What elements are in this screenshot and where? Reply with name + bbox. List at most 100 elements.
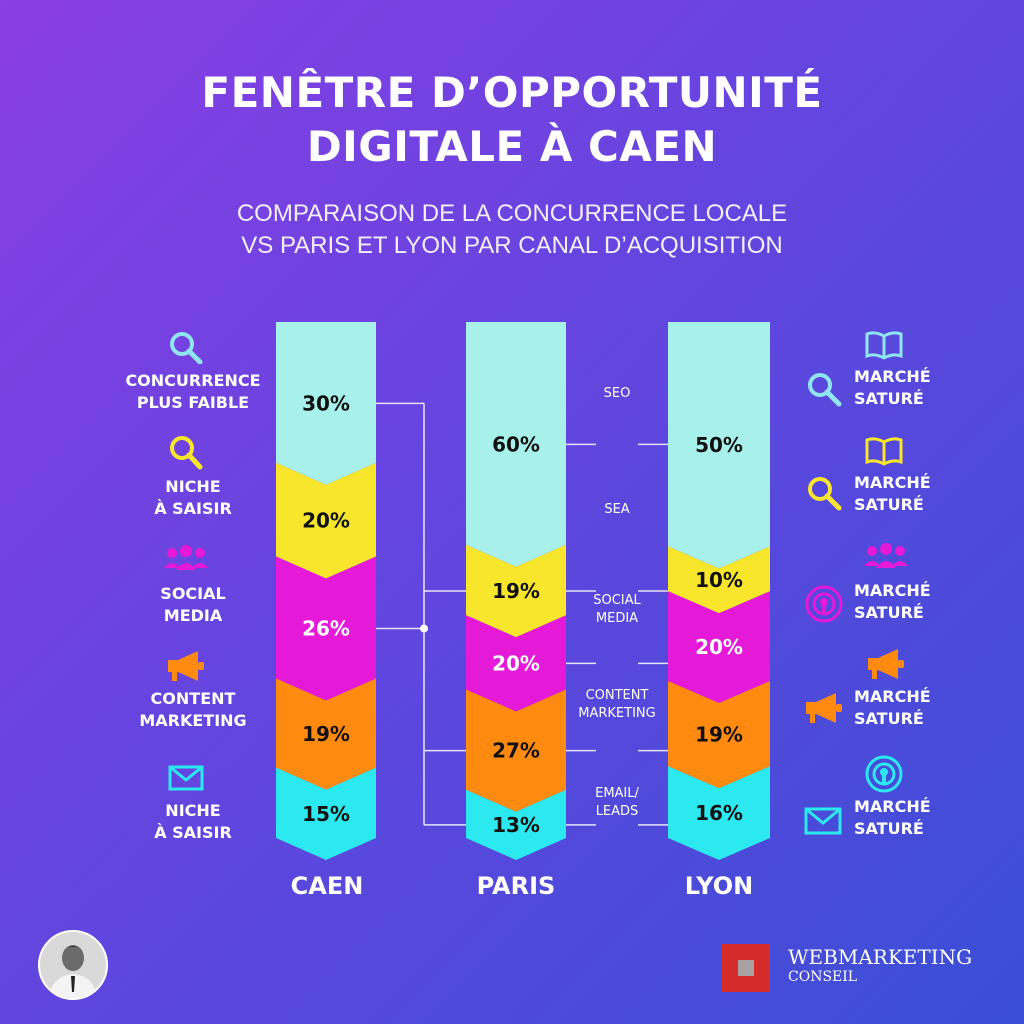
bar-segment-caen-email-leads: [276, 767, 376, 860]
brand-sub: CONSEIL: [788, 969, 858, 985]
right-annotation-sea: MARCHÉ SATURÉ: [854, 472, 964, 516]
brand-logo-mark: [722, 944, 770, 992]
channel-label-line: SEA: [604, 502, 630, 517]
channel-label-email: EMAIL/ LEADS: [567, 785, 667, 821]
annotation-line: NICHE: [165, 477, 221, 496]
annotation-line: SATURÉ: [854, 819, 924, 838]
bar-segment-paris-seo: [466, 322, 566, 567]
subtitle-line: COMPARAISON DE LA CONCURRENCE LOCALE: [236, 200, 788, 227]
value-label: 20%: [695, 635, 743, 659]
bar-segment-caen-sea: [276, 462, 376, 579]
subtitle-line: VS PARIS ET LYON PAR CANAL D’ACQUISITION: [241, 232, 783, 259]
megaphone-icon: [868, 649, 904, 679]
channel-label-line: CONTENT: [585, 688, 649, 703]
title-line: DIGITALE À CAEN: [306, 122, 718, 171]
value-label: 19%: [302, 722, 350, 746]
right-annotation-social: MARCHÉ SATURÉ: [854, 580, 964, 624]
channel-label-line: SEO: [603, 386, 631, 401]
channel-label-line: LEADS: [595, 804, 639, 819]
value-label: 10%: [695, 568, 743, 592]
value-label: 20%: [302, 509, 350, 533]
search-icon: [170, 436, 203, 470]
person-icon: [40, 932, 106, 998]
bar-segment-lyon-sea: [668, 546, 770, 614]
value-label: 13%: [492, 813, 540, 837]
city-label-paris: PARIS: [476, 872, 556, 900]
left-annotation-seo: CONCURRENCE PLUS FAIBLE: [108, 370, 278, 414]
channel-label-social: SOCIAL MEDIA: [567, 592, 667, 628]
channel-label-line: EMAIL/: [595, 786, 639, 801]
value-label: 60%: [492, 432, 540, 456]
bar-segment-caen-social-media: [276, 556, 376, 701]
page-title: FENÊTRE D’OPPORTUNITÉ DIGITALE À CAEN: [0, 66, 1024, 174]
book-icon: [865, 437, 903, 466]
value-label: 19%: [492, 579, 540, 603]
annotation-line: SATURÉ: [854, 709, 924, 728]
bar-segment-paris-sea: [466, 544, 566, 638]
value-label: 16%: [695, 801, 743, 825]
city-label-caen: CAEN: [290, 872, 364, 900]
brand-logo-text: WEBMARKETING CONSEIL: [788, 946, 972, 986]
annotation-line: MARCHÉ: [854, 687, 931, 706]
annotation-line: CONCURRENCE: [125, 371, 261, 390]
megaphone-icon: [806, 693, 842, 723]
channel-label-sea: SEA: [567, 501, 667, 519]
channel-label-line: SOCIAL: [593, 593, 641, 608]
annotation-line: MARCHÉ: [854, 581, 931, 600]
annotation-line: SATURÉ: [854, 495, 924, 514]
title-line: FENÊTRE D’OPPORTUNITÉ: [201, 68, 823, 117]
search-icon: [170, 332, 203, 364]
annotation-line: MARCHÉ: [854, 367, 931, 386]
city-label-lyon: LYON: [684, 872, 754, 900]
bar-segment-caen-content-marketing: [276, 678, 376, 790]
bar-segment-lyon-email-leads: [668, 766, 770, 860]
broadcast-icon: [865, 755, 903, 793]
channel-label-line: MEDIA: [595, 611, 639, 626]
channel-label-content: CONTENT MARKETING: [567, 687, 667, 723]
annotation-line: MARKETING: [139, 711, 247, 730]
people-icon: [864, 543, 908, 568]
channel-label-line: MARKETING: [578, 706, 656, 721]
annotation-line: SATURÉ: [854, 389, 924, 408]
page-subtitle: COMPARAISON DE LA CONCURRENCE LOCALE VS …: [0, 198, 1024, 262]
annotation-line: NICHE: [165, 801, 221, 820]
envelope-icon: [804, 807, 842, 835]
value-label: 50%: [695, 433, 743, 457]
annotation-line: MEDIA: [163, 606, 223, 625]
annotation-line: SOCIAL: [160, 584, 226, 603]
envelope-icon: [168, 765, 204, 791]
megaphone-icon: [168, 651, 204, 681]
left-annotation-content: CONTENT MARKETING: [108, 688, 278, 732]
value-label: 15%: [302, 802, 350, 826]
broadcast-icon: [805, 585, 843, 623]
annotation-line: MARCHÉ: [854, 473, 931, 492]
bar-segment-lyon-content-marketing: [668, 680, 770, 789]
annotation-line: À SAISIR: [154, 823, 232, 842]
annotation-line: CONTENT: [150, 689, 236, 708]
value-label: 30%: [302, 391, 350, 415]
channel-label-seo: SEO: [567, 385, 667, 403]
people-icon: [164, 545, 208, 570]
connector-dot: [420, 624, 428, 633]
value-label: 19%: [695, 723, 743, 747]
book-icon: [865, 331, 903, 360]
value-label: 20%: [492, 651, 540, 675]
search-icon: [808, 373, 842, 407]
annotation-line: PLUS FAIBLE: [136, 393, 250, 412]
annotation-line: SATURÉ: [854, 603, 924, 622]
left-annotation-sea: NICHE À SAISIR: [108, 476, 278, 520]
annotation-line: MARCHÉ: [854, 797, 931, 816]
bar-segment-paris-content-marketing: [466, 689, 566, 812]
right-annotation-email: MARCHÉ SATURÉ: [854, 796, 964, 840]
bar-segment-lyon-social-media: [668, 591, 770, 703]
left-annotation-email: NICHE À SAISIR: [108, 800, 278, 844]
search-icon: [808, 477, 842, 511]
left-annotation-social: SOCIAL MEDIA: [108, 583, 278, 627]
bar-segment-paris-social-media: [466, 615, 566, 712]
right-annotation-content: MARCHÉ SATURÉ: [854, 686, 964, 730]
bar-segment-caen-seo: [276, 322, 376, 485]
bar-segment-paris-email-leads: [466, 789, 566, 860]
brand-name: WEBMARKETING: [788, 945, 973, 969]
value-label: 26%: [302, 617, 350, 641]
